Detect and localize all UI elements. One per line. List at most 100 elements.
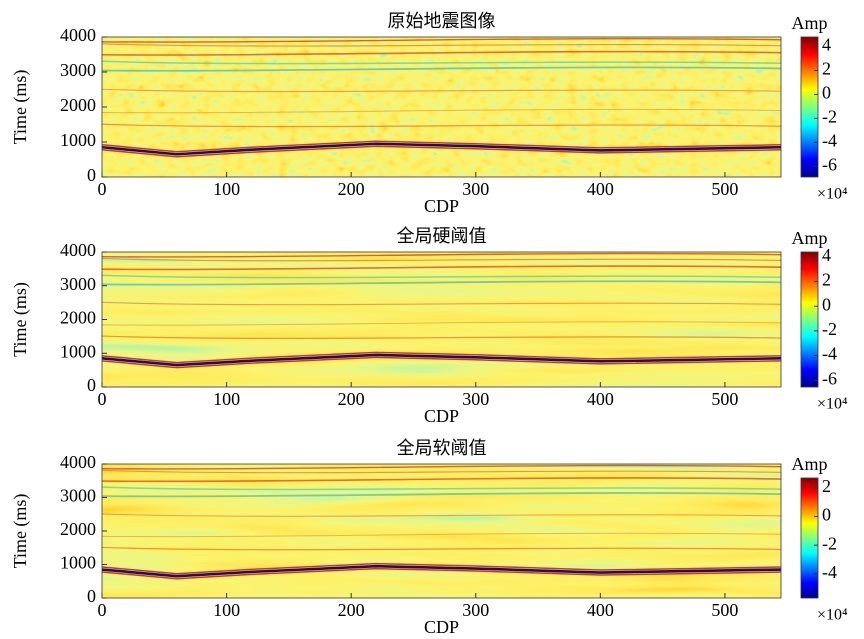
x-tick-label: 300 [462, 179, 489, 199]
y-tick-label: 4000 [60, 25, 96, 45]
x-tick-label: 500 [711, 389, 738, 409]
y-tick-label: 0 [87, 165, 96, 185]
x-tick-label: 100 [213, 600, 240, 620]
image-background [102, 37, 781, 177]
reflector [102, 546, 781, 551]
chart-title: 全局软阈值 [397, 438, 487, 458]
horizon [102, 142, 781, 156]
reflector [102, 88, 781, 93]
colorbar-tick-label: -4 [822, 344, 837, 364]
y-tick-label: 1000 [60, 130, 96, 150]
x-tick-label: 100 [213, 389, 240, 409]
reflector [102, 532, 781, 538]
x-tick-label: 200 [338, 389, 365, 409]
chart-title: 原始地震图像 [388, 11, 496, 31]
seismic-image [102, 252, 781, 387]
reflector [102, 60, 781, 65]
colorbar-tick-label: -6 [822, 154, 837, 174]
x-tick-label: 100 [213, 179, 240, 199]
x-tick-label: 0 [98, 389, 107, 409]
x-tick-label: 500 [711, 600, 738, 620]
colorbar-tick-label: 2 [822, 476, 831, 496]
reflector [102, 274, 781, 279]
colorbar-tick-label: -6 [822, 368, 837, 388]
reflector [102, 43, 781, 47]
reflector [102, 37, 781, 43]
y-tick-label: 2000 [60, 95, 96, 115]
colorbar [800, 477, 819, 599]
reflector [102, 280, 781, 286]
y-tick-label: 0 [87, 586, 96, 606]
x-tick-label: 300 [462, 600, 489, 620]
y-axis-label: Time (ms) [10, 282, 31, 357]
reflector [102, 513, 781, 517]
y-tick-label: 3000 [60, 486, 96, 506]
y-tick-label: 3000 [60, 274, 96, 294]
colorbar-tick-label: -4 [822, 130, 837, 150]
x-tick-label: 200 [338, 600, 365, 620]
x-tick-label: 400 [587, 179, 614, 199]
reflector [102, 257, 781, 262]
colorbar-tick-label: 2 [822, 59, 831, 79]
x-tick-label: 0 [98, 600, 107, 620]
y-tick-label: 2000 [60, 308, 96, 328]
colorbar-tick-label: -2 [822, 319, 837, 339]
colorbar-label: Amp [792, 228, 828, 248]
horizon [102, 564, 781, 578]
colorbar-tick-label: -4 [822, 562, 837, 582]
x-tick-label: 400 [587, 389, 614, 409]
horizon-lower [102, 567, 781, 580]
x-axis-label: CDP [424, 617, 459, 637]
reflector [102, 123, 781, 128]
y-tick-label: 4000 [60, 452, 96, 472]
reflector [102, 464, 781, 470]
colorbar-tick-label: 4 [822, 245, 831, 265]
reflector [102, 477, 781, 483]
horizon-upper [102, 140, 781, 153]
reflector [102, 486, 781, 491]
chart-title: 全局硬阈值 [397, 226, 487, 246]
reflector [102, 469, 781, 474]
horizon [102, 353, 781, 367]
colorbar-tick-label: -2 [822, 533, 837, 553]
colorbar-tick-label: 0 [822, 505, 831, 525]
reflector [102, 50, 781, 56]
horizon-lower [102, 356, 781, 369]
reflector [102, 108, 781, 114]
x-tick-label: 500 [711, 179, 738, 199]
y-tick-label: 1000 [60, 341, 96, 361]
reflector [102, 265, 781, 271]
colorbar [800, 251, 819, 388]
colorbar-exponent: ×10⁴ [817, 607, 848, 624]
x-tick-label: 400 [587, 600, 614, 620]
colorbar-exponent: ×10⁴ [817, 186, 848, 203]
y-axis-label: Time (ms) [10, 494, 31, 569]
colorbar-tick-label: 0 [822, 83, 831, 103]
x-tick-label: 0 [98, 179, 107, 199]
reflector [102, 335, 781, 339]
colorbar [800, 36, 819, 178]
horizon-upper [102, 351, 781, 364]
x-tick-label: 200 [338, 179, 365, 199]
reflector [102, 252, 781, 258]
x-axis-label: CDP [424, 406, 459, 426]
reflector [102, 492, 781, 498]
horizon-lower [102, 145, 781, 158]
colorbar-label: Amp [792, 13, 828, 33]
seismic-image [102, 37, 781, 177]
colorbar-exponent: ×10⁴ [817, 396, 848, 413]
colorbar-tick-label: 4 [822, 35, 831, 55]
y-tick-label: 3000 [60, 60, 96, 80]
reflector [102, 321, 781, 326]
colorbar-tick-label: -2 [822, 106, 837, 126]
y-axis-label: Time (ms) [10, 70, 31, 145]
image-background [102, 464, 781, 598]
y-tick-label: 0 [87, 375, 96, 395]
reflector [102, 66, 781, 72]
reflector [102, 301, 781, 306]
horizon-upper [102, 562, 781, 575]
x-tick-label: 300 [462, 389, 489, 409]
image-background [102, 252, 781, 387]
y-tick-label: 4000 [60, 240, 96, 260]
